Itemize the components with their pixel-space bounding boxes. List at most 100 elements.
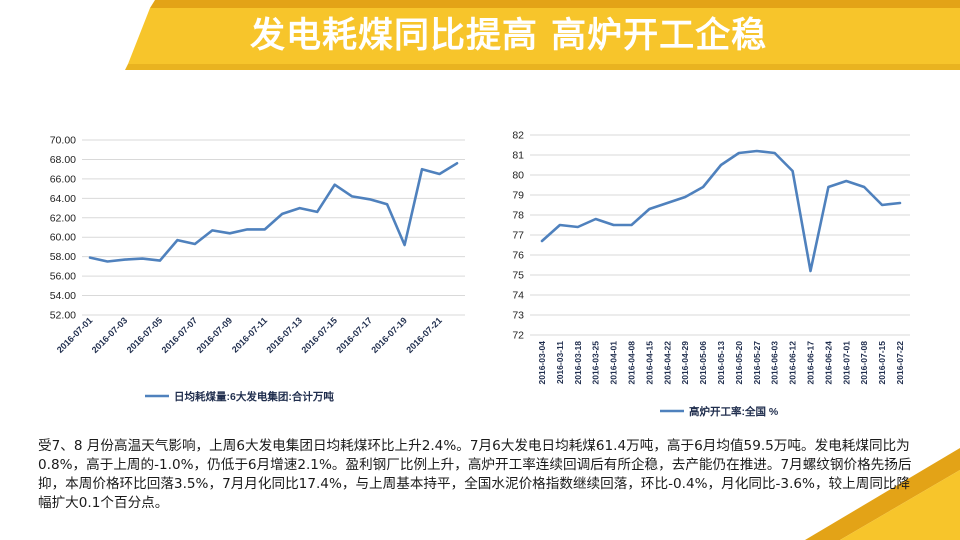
data-point xyxy=(559,224,561,226)
data-point xyxy=(211,229,213,231)
data-point xyxy=(281,213,283,215)
data-point xyxy=(264,228,266,230)
x-tick-label: 2016-04-22 xyxy=(662,341,672,385)
data-point xyxy=(809,270,811,272)
y-tick-label: 79 xyxy=(512,190,524,202)
data-point xyxy=(351,195,353,197)
data-point xyxy=(630,224,632,226)
title-banner-yellow-band xyxy=(128,8,960,64)
data-point xyxy=(368,198,370,200)
data-point xyxy=(333,184,335,186)
y-tick-label: 52.00 xyxy=(50,310,76,322)
data-point xyxy=(827,186,829,188)
data-point xyxy=(863,186,865,188)
x-tick-label: 2016-07-15 xyxy=(299,315,339,355)
y-tick-label: 68.00 xyxy=(50,154,76,166)
x-tick-label: 2016-03-11 xyxy=(555,341,565,384)
x-tick-label: 2016-06-03 xyxy=(770,341,780,385)
data-point xyxy=(106,260,108,262)
data-point xyxy=(648,208,650,210)
y-tick-label: 82 xyxy=(512,130,524,142)
data-point xyxy=(386,203,388,205)
data-point xyxy=(141,257,143,259)
y-tick-label: 73 xyxy=(512,310,524,322)
data-point xyxy=(316,211,318,213)
x-tick-label: 2016-07-17 xyxy=(334,315,374,355)
data-point xyxy=(438,173,440,175)
legend-label: 高炉开工率:全国 % xyxy=(689,405,779,418)
data-point xyxy=(229,232,231,234)
x-tick-label: 2016-07-01 xyxy=(841,341,851,385)
data-point xyxy=(702,186,704,188)
title-banner-gold-stripe xyxy=(150,0,960,8)
x-tick-label: 2016-07-03 xyxy=(90,315,130,355)
coal-consumption-chart: 52.00 54.00 56.00 58.00 60.00 62.00 64.00 66.00… xyxy=(50,135,465,403)
x-tick-label: 2016-04-29 xyxy=(680,341,690,385)
data-point xyxy=(756,150,758,152)
data-point xyxy=(421,168,423,170)
x-tick-label: 2016-03-04 xyxy=(537,341,547,385)
y-tick-label: 62.00 xyxy=(50,212,76,224)
data-point xyxy=(299,207,301,209)
data-point xyxy=(89,256,91,258)
x-tick-label: 2016-05-20 xyxy=(734,341,744,385)
data-point xyxy=(577,226,579,228)
data-point xyxy=(684,196,686,198)
corner-yellow-band xyxy=(840,470,960,540)
blast-furnace-chart: 72 73 74 75 76 77 78 79 80 81 82 2016-03-04 2016-03-… xyxy=(512,130,910,418)
y-tick-label: 80 xyxy=(512,170,524,182)
series-line xyxy=(88,162,459,263)
x-tick-label: 2016-07-21 xyxy=(404,315,444,355)
x-tick-label: 2016-07-11 xyxy=(230,315,269,354)
y-tick-label: 58.00 xyxy=(50,251,76,263)
y-tick-label: 76 xyxy=(512,250,524,262)
data-point xyxy=(194,243,196,245)
data-point xyxy=(456,162,458,164)
y-tick-label: 70.00 xyxy=(50,135,76,147)
y-tick-label: 64.00 xyxy=(50,193,76,205)
data-point xyxy=(774,152,776,154)
x-tick-label: 2016-05-27 xyxy=(752,341,762,385)
y-tick-label: 78 xyxy=(512,210,524,222)
x-tick-label: 2016-06-17 xyxy=(806,341,816,385)
data-point xyxy=(541,240,543,242)
y-tick-label: 56.00 xyxy=(50,271,76,283)
summary-paragraph: 受7、8 月份高温天气影响，上周6大发电集团日均耗煤环比上升2.4%。7月6大发… xyxy=(38,438,912,511)
legend-label: 日均耗煤量:6大发电集团:合计万吨 xyxy=(174,390,334,403)
y-tick-label: 72 xyxy=(512,330,524,342)
x-tick-label: 2016-03-25 xyxy=(591,341,601,385)
corner-gold-stripe xyxy=(805,448,960,540)
data-point xyxy=(159,259,161,261)
x-tick-label: 2016-03-18 xyxy=(573,341,583,385)
x-tick-label: 2016-04-15 xyxy=(644,341,654,385)
x-tick-label: 2016-07-22 xyxy=(895,341,905,385)
x-tick-label: 2016-06-24 xyxy=(823,341,833,385)
x-tick-label: 2016-05-13 xyxy=(716,341,726,385)
series-line xyxy=(540,149,902,273)
x-tick-label: 2016-05-06 xyxy=(698,341,708,385)
y-tick-label: 81 xyxy=(512,150,524,162)
x-tick-label: 2016-04-01 xyxy=(609,341,619,385)
y-tick-label: 77 xyxy=(512,230,524,242)
y-tick-label: 54.00 xyxy=(50,290,76,302)
data-point xyxy=(720,164,722,166)
data-point xyxy=(612,224,614,226)
y-tick-label: 60.00 xyxy=(50,232,76,244)
x-tick-label: 2016-07-08 xyxy=(859,341,869,385)
data-point xyxy=(845,180,847,182)
data-point xyxy=(124,258,126,260)
x-tick-label: 2016-07-15 xyxy=(877,341,887,385)
slide-title: 发电耗煤同比提高 高炉开工企稳 xyxy=(250,16,768,56)
x-tick-label: 2016-07-19 xyxy=(369,315,409,355)
y-tick-label: 75 xyxy=(512,270,524,282)
data-point xyxy=(899,202,901,204)
x-tick-label: 2016-07-13 xyxy=(264,315,304,355)
data-point xyxy=(666,202,668,204)
y-tick-label: 74 xyxy=(512,290,524,302)
x-tick-label: 2016-06-12 xyxy=(788,341,798,385)
data-point xyxy=(246,228,248,230)
data-point xyxy=(595,218,597,220)
title-banner xyxy=(125,0,960,70)
corner-decoration xyxy=(805,448,960,540)
data-point xyxy=(403,244,405,246)
